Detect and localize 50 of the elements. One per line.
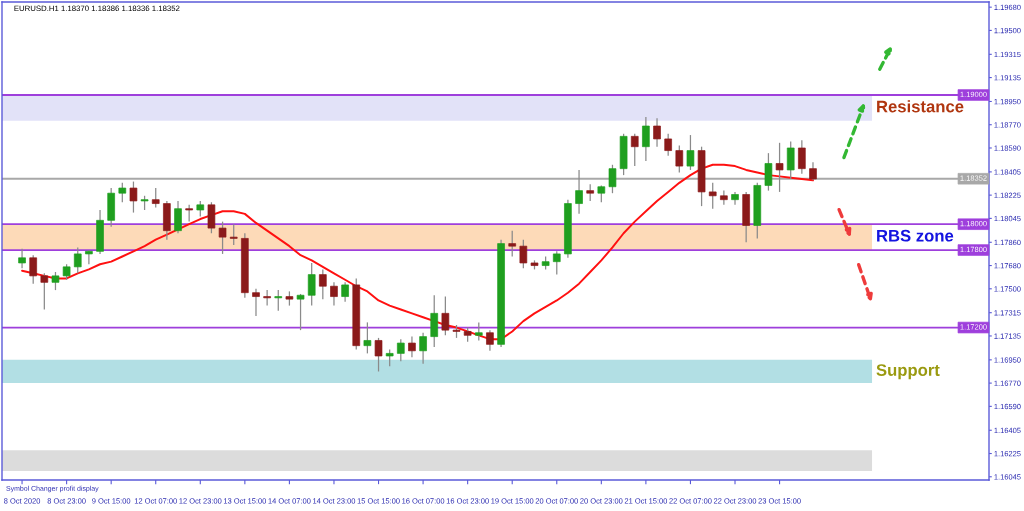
candlestick xyxy=(664,133,672,157)
candlestick xyxy=(129,180,138,214)
candlestick xyxy=(73,246,82,274)
candlestick xyxy=(174,200,182,234)
candlestick xyxy=(274,289,283,312)
candlestick xyxy=(474,321,483,342)
candlestick xyxy=(720,189,728,206)
candlestick xyxy=(374,337,383,373)
candlestick xyxy=(307,262,316,307)
candlestick xyxy=(786,140,795,180)
candlestick xyxy=(708,182,717,210)
candlestick xyxy=(363,321,372,355)
candlestick xyxy=(408,335,416,358)
candlestick xyxy=(764,152,773,192)
candlestick xyxy=(296,293,305,331)
band-label: RBS zone xyxy=(877,229,954,242)
candlestick xyxy=(630,133,639,167)
candlestick xyxy=(330,281,338,307)
candlestick xyxy=(29,254,37,285)
candlestick xyxy=(430,294,439,348)
candlestick xyxy=(686,134,695,171)
candlestick xyxy=(441,295,450,336)
candlestick xyxy=(85,249,93,265)
candlestick xyxy=(653,117,661,148)
candlestick xyxy=(229,223,238,246)
candlestick xyxy=(252,288,260,317)
candlestick xyxy=(508,230,517,258)
candlestick xyxy=(18,248,26,269)
candlestick xyxy=(51,271,60,291)
candlestick xyxy=(775,142,784,193)
candlestick xyxy=(798,139,806,175)
candlestick xyxy=(263,289,271,307)
candlestick xyxy=(319,268,327,300)
candlestick xyxy=(486,329,494,352)
candlestick xyxy=(675,144,684,174)
candlestick xyxy=(608,164,617,194)
candlestick xyxy=(519,239,528,269)
candlestick xyxy=(397,338,405,362)
candlestick xyxy=(341,281,349,303)
candlestick xyxy=(575,169,583,215)
band-label: Resistance xyxy=(877,100,964,113)
band-label: Support xyxy=(876,364,940,380)
candlestick xyxy=(642,116,650,162)
candlestick xyxy=(552,250,561,276)
candlestick xyxy=(118,182,127,203)
candlestick xyxy=(151,187,160,209)
candlestick xyxy=(40,272,49,311)
candlestick xyxy=(218,220,227,255)
candlestick xyxy=(207,201,216,234)
candlestick xyxy=(419,332,427,365)
